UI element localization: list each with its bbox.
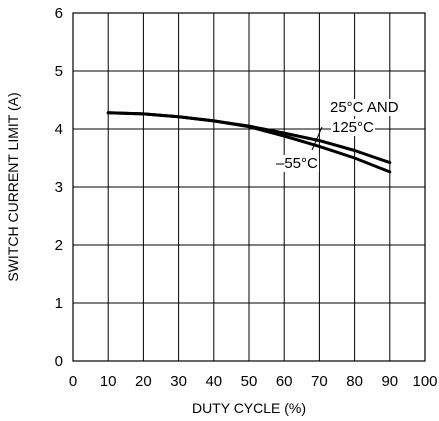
x-tick-label: 20 — [135, 373, 152, 390]
y-tick-label: 3 — [55, 179, 63, 196]
x-tick-label: 30 — [170, 373, 187, 390]
grid — [73, 13, 425, 361]
annotations: 25°C AND 125°C –55°C — [275, 99, 400, 172]
x-tick-label: 60 — [276, 373, 293, 390]
x-tick-label: 10 — [100, 373, 117, 390]
y-tick-label: 4 — [55, 121, 63, 138]
x-tick-label: 50 — [241, 373, 258, 390]
annotation-background — [331, 119, 376, 136]
series-annotation: 125°C — [332, 119, 374, 136]
y-tick-label: 1 — [55, 295, 63, 312]
series-group — [106, 111, 392, 174]
y-tick-label: 5 — [55, 63, 63, 80]
y-tick-label: 2 — [55, 237, 63, 254]
y-axis-title: SWITCH CURRENT LIMIT (A) — [5, 92, 21, 281]
x-tick-label: 70 — [311, 373, 328, 390]
x-tick-label: 80 — [346, 373, 363, 390]
tick-labels: 0 10 20 30 40 50 60 70 80 90 100 0 1 2 3 4 5 6 — [55, 5, 438, 390]
x-tick-label: 90 — [381, 373, 398, 390]
plot-frame — [72, 12, 426, 362]
y-tick-label: 6 — [55, 5, 63, 22]
series-annotation: 25°C AND — [330, 99, 399, 116]
annotation-background — [275, 155, 320, 172]
x-tick-label: 40 — [205, 373, 222, 390]
series-line-2 — [106, 111, 392, 174]
series-annotation: –55°C — [276, 155, 318, 172]
y-tick-label: 0 — [55, 353, 63, 370]
x-axis-title: DUTY CYCLE (%) — [192, 400, 306, 416]
x-tick-label: 0 — [69, 373, 77, 390]
x-tick-label: 100 — [412, 373, 437, 390]
annotation-leader — [311, 126, 323, 151]
annotation-background — [329, 99, 400, 116]
